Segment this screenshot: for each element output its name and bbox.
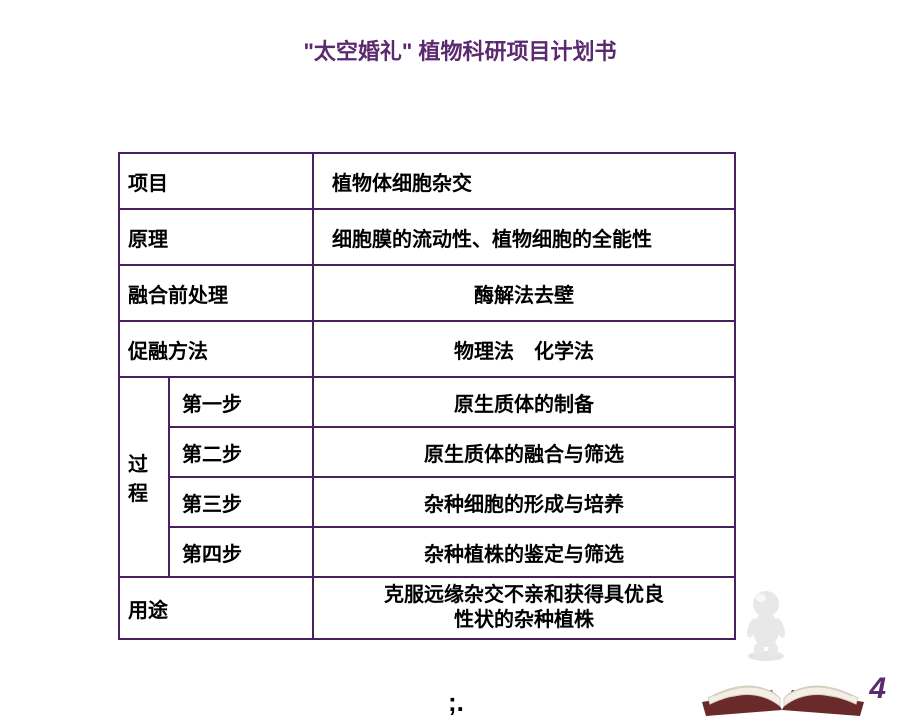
label-project: 项目 <box>119 153 313 209</box>
step-label-1: 第一步 <box>169 377 313 427</box>
step-value-1: 原生质体的制备 <box>313 377 735 427</box>
step-value-4: 杂种植株的鉴定与筛选 <box>313 527 735 577</box>
step-label-3: 第三步 <box>169 477 313 527</box>
value-pretreat: 酶解法去壁 <box>313 265 735 321</box>
value-project: 植物体细胞杂交 <box>313 153 735 209</box>
value-principle: 细胞膜的流动性、植物细胞的全能性 <box>313 209 735 265</box>
label-principle: 原理 <box>119 209 313 265</box>
mascot-3d-figure-icon <box>738 586 794 662</box>
label-promote: 促融方法 <box>119 321 313 377</box>
stray-punctuation: ;. <box>448 687 464 718</box>
step-label-4: 第四步 <box>169 527 313 577</box>
label-pretreat: 融合前处理 <box>119 265 313 321</box>
page-title: "太空婚礼" 植物科研项目计划书 <box>0 34 920 66</box>
step-value-3: 杂种细胞的形成与培养 <box>313 477 735 527</box>
step-value-2: 原生质体的融合与筛选 <box>313 427 735 477</box>
page-number: 4 <box>869 672 886 706</box>
step-label-2: 第二步 <box>169 427 313 477</box>
label-usage: 用途 <box>119 577 313 639</box>
value-usage: 克服远缘杂交不亲和获得具优良性状的杂种植株 <box>313 577 735 639</box>
label-process: 过程 <box>119 377 169 577</box>
plan-table: 项目植物体细胞杂交原理细胞膜的流动性、植物细胞的全能性融合前处理酶解法去壁促融方… <box>118 152 736 640</box>
value-promote: 物理法 化学法 <box>313 321 735 377</box>
